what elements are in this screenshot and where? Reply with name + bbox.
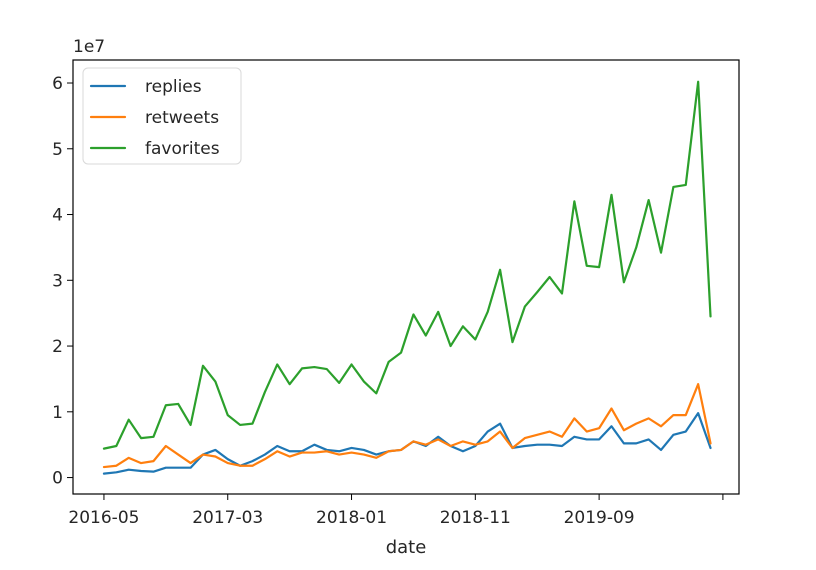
legend-items: replies retweets favorites: [89, 77, 220, 159]
series-layer: [102, 80, 712, 475]
y-tick-label: 4: [52, 206, 63, 226]
plot-frame: [72, 59, 740, 495]
legend-label-favorites: favorites: [145, 139, 220, 159]
legend-label-retweets: retweets: [145, 108, 219, 128]
y-tick-label: 6: [52, 74, 63, 94]
legend-label-replies: replies: [145, 77, 202, 97]
legend: replies retweets favorites: [82, 67, 242, 165]
x-tick-label: 2018-11: [440, 508, 511, 528]
series-line-retweets: [102, 383, 712, 469]
y-tick-label: 0: [52, 469, 63, 489]
y-tick-label: 2: [52, 337, 63, 357]
y-axis: 0 1 2 3 4 5 6: [52, 74, 73, 489]
y-tick-label: 1: [52, 403, 63, 423]
x-tick-label: 2019-09: [564, 508, 635, 528]
x-tick-label: 2016-05: [68, 508, 139, 528]
x-axis-label: date: [386, 537, 427, 558]
x-tick-label: 2018-01: [316, 508, 387, 528]
y-axis-offset-text: 1e7: [73, 37, 105, 57]
series-line-favorites: [102, 80, 712, 450]
legend-box: [82, 67, 242, 165]
y-tick-label: 5: [52, 140, 63, 160]
x-tick-label: 2017-03: [192, 508, 263, 528]
y-tick-label: 3: [52, 271, 63, 291]
x-axis: 2016-05 2017-03 2018-01 2018-11 2019-09: [68, 494, 724, 528]
